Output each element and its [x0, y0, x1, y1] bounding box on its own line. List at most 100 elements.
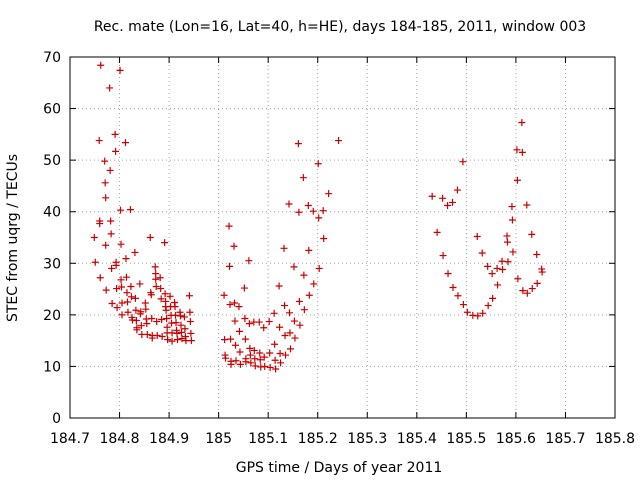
data-point: [118, 283, 126, 291]
data-point: [260, 324, 268, 332]
data-point: [493, 264, 501, 272]
data-point: [428, 192, 436, 200]
data-point: [504, 258, 512, 266]
data-point: [131, 248, 139, 256]
data-point: [528, 285, 536, 293]
data-point: [124, 308, 132, 316]
data-point: [261, 362, 269, 370]
data-point: [181, 325, 189, 333]
data-point: [281, 331, 289, 339]
data-point: [235, 327, 243, 335]
data-point: [275, 282, 283, 290]
data-point: [227, 360, 235, 368]
x-tick-label: 185.4: [397, 431, 437, 447]
data-point: [226, 301, 234, 309]
data-point: [141, 299, 149, 307]
data-point: [97, 61, 105, 69]
data-point: [251, 362, 259, 370]
data-point: [266, 349, 274, 357]
grid-lines: [70, 57, 615, 418]
data-point: [499, 265, 507, 273]
data-point: [137, 322, 145, 330]
data-point: [131, 294, 139, 302]
data-point: [533, 251, 541, 259]
data-point: [174, 336, 182, 344]
data-point: [177, 328, 185, 336]
data-point: [186, 318, 194, 326]
data-point: [305, 246, 313, 254]
x-tick-labels: 184.7 184.8 184.9 185 185.1 185.2 185.3 185.4 18…: [50, 431, 635, 447]
data-point: [113, 304, 121, 312]
data-point: [91, 258, 99, 266]
data-point: [132, 317, 140, 325]
data-point: [509, 248, 517, 256]
data-point: [523, 289, 531, 297]
data-point: [276, 323, 284, 331]
data-point: [523, 201, 531, 209]
data-point: [479, 309, 487, 317]
data-point: [168, 337, 176, 345]
data-point: [449, 284, 457, 292]
data-point: [112, 261, 120, 269]
data-point: [277, 359, 285, 367]
data-point: [126, 206, 134, 214]
data-point: [153, 318, 161, 326]
chart-title: Rec. mate (Lon=16, Lat=40, h=HE), days 1…: [94, 19, 586, 35]
data-point: [319, 207, 327, 215]
x-tick-label: 185.1: [248, 431, 288, 447]
data-point: [518, 148, 526, 156]
data-point: [227, 335, 235, 343]
data-point: [439, 194, 447, 202]
data-point: [108, 300, 116, 308]
data-point: [122, 255, 130, 263]
data-point: [246, 351, 254, 359]
data-point: [123, 298, 131, 306]
data-point: [107, 217, 115, 225]
data-point: [484, 302, 492, 310]
data-point: [95, 137, 103, 145]
data-point: [148, 314, 156, 322]
y-tick-label: 30: [43, 256, 61, 272]
data-point: [247, 359, 255, 367]
data-point: [286, 329, 294, 337]
data-point: [519, 287, 527, 295]
data-point: [121, 139, 129, 147]
x-tick-label: 185.8: [595, 431, 635, 447]
data-point: [272, 365, 280, 373]
data-point: [251, 355, 259, 363]
data-point: [123, 289, 131, 297]
data-point: [444, 270, 452, 278]
data-point: [271, 356, 279, 364]
data-point: [225, 222, 233, 230]
data-point: [294, 140, 302, 148]
data-point: [147, 291, 155, 299]
data-point: [245, 320, 253, 328]
data-point: [305, 291, 313, 299]
data-point: [315, 264, 323, 272]
data-point: [133, 326, 141, 334]
x-tick-label: 185: [205, 431, 232, 447]
data-point: [161, 290, 169, 298]
data-point: [494, 281, 502, 289]
data-point: [116, 66, 124, 74]
data-point: [171, 303, 179, 311]
data-point: [240, 284, 248, 292]
data-point: [286, 345, 294, 353]
data-point: [143, 320, 151, 328]
data-point: [473, 232, 481, 240]
data-point: [246, 344, 254, 352]
data-point: [276, 350, 284, 358]
data-point: [325, 190, 333, 198]
data-point: [508, 203, 516, 211]
data-point: [245, 257, 253, 265]
data-point: [459, 158, 467, 166]
data-point: [118, 311, 126, 319]
data-point: [96, 274, 104, 282]
data-point: [162, 306, 170, 314]
data-point: [230, 242, 238, 250]
data-point: [538, 268, 546, 276]
x-axis-label: GPS time / Days of year 2011: [236, 460, 443, 476]
y-tick-label: 10: [43, 359, 61, 375]
data-point: [221, 336, 229, 344]
data-point: [158, 315, 166, 323]
